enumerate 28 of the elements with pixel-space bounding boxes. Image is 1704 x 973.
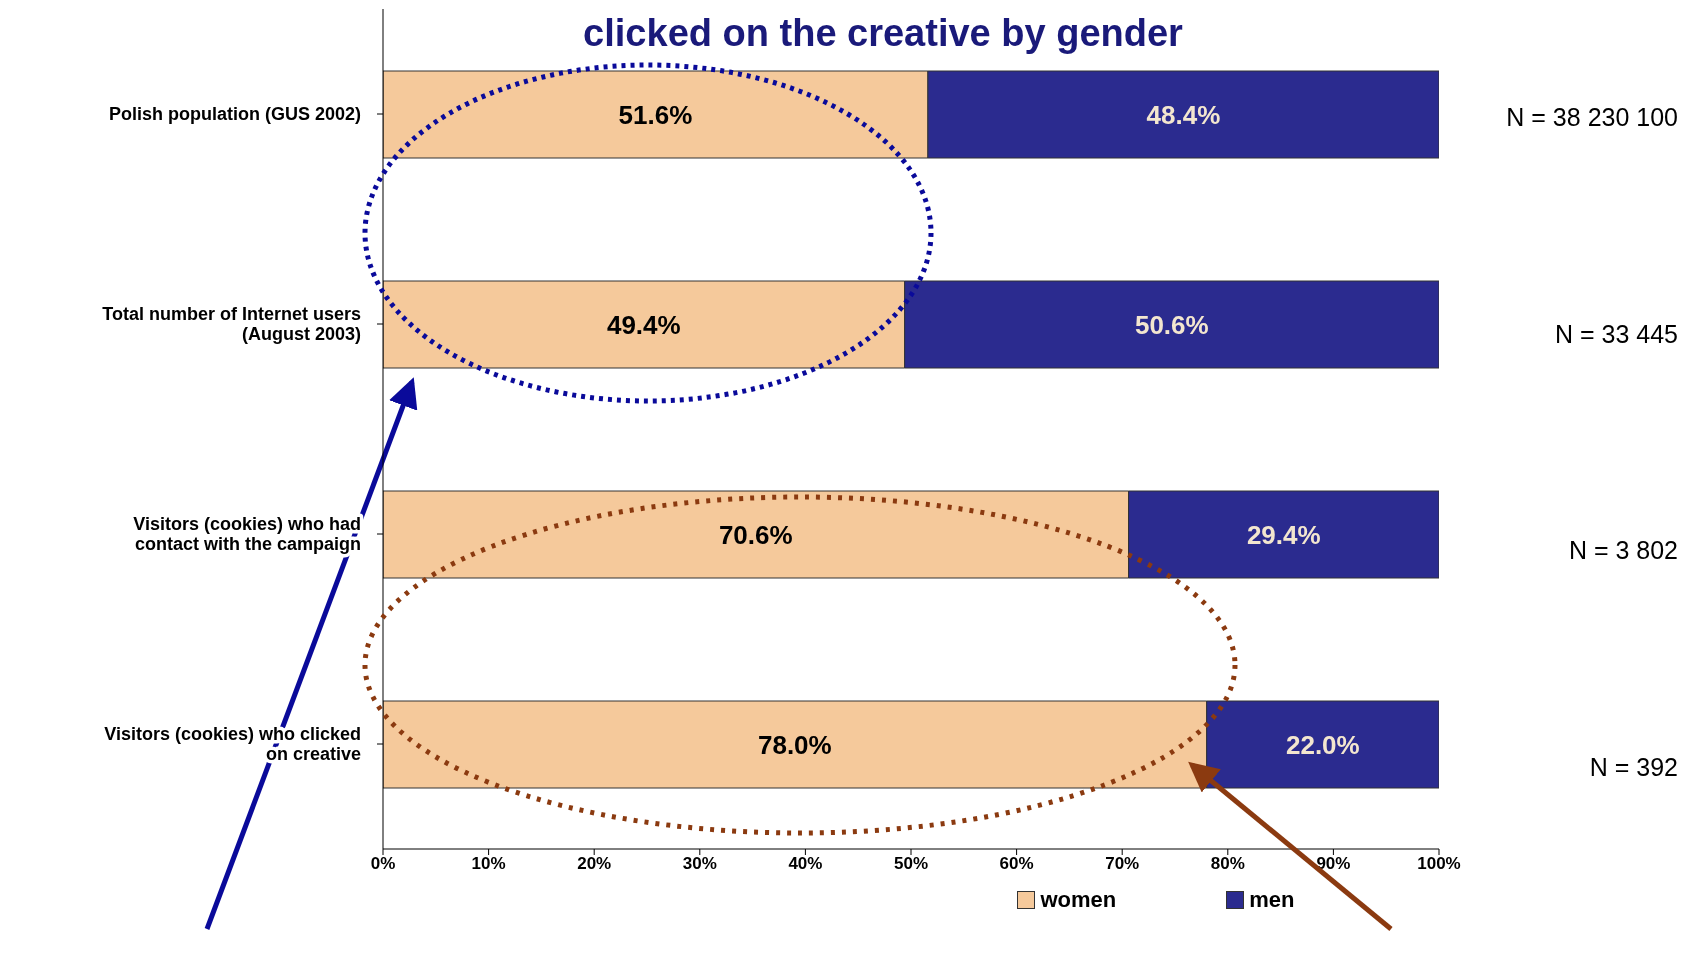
legend-label: women — [1039, 887, 1117, 913]
data-label: 51.6% — [618, 99, 693, 130]
x-tick-label: 50% — [893, 854, 929, 874]
x-tick-label: 100% — [1417, 854, 1461, 874]
text: N = 38 230 100 — [1506, 103, 1678, 133]
x-tick-label: 60% — [999, 854, 1034, 874]
text: N = 392 — [1589, 752, 1678, 782]
data-label: 48.4% — [1146, 99, 1221, 130]
y-tick-label: Polish population (GUS 2002) — [108, 104, 361, 125]
data-label: 49.4% — [606, 309, 681, 340]
x-tick-label: 0% — [370, 854, 396, 874]
chart-title: clicked on the creative by gender — [582, 12, 1184, 55]
y-tick-label: Total number of Internet users (August 2003) — [102, 304, 361, 345]
data-label: 78.0% — [757, 729, 832, 760]
data-label: 29.4% — [1246, 519, 1321, 550]
x-tick-label: 10% — [471, 854, 506, 874]
text: N = 3 802 — [1568, 536, 1678, 566]
text: N = 33 445 — [1554, 319, 1678, 349]
x-tick-label: 40% — [788, 854, 823, 874]
x-tick-label: 80% — [1210, 854, 1245, 874]
legend-label: men — [1248, 887, 1295, 913]
x-tick-label: 90% — [1316, 854, 1351, 874]
x-tick-label: 70% — [1105, 854, 1140, 874]
data-label: 50.6% — [1134, 309, 1209, 340]
data-label: 22.0% — [1285, 729, 1360, 760]
data-label: 70.6% — [718, 519, 793, 550]
x-tick-label: 20% — [577, 854, 612, 874]
x-tick-label: 30% — [682, 854, 717, 874]
